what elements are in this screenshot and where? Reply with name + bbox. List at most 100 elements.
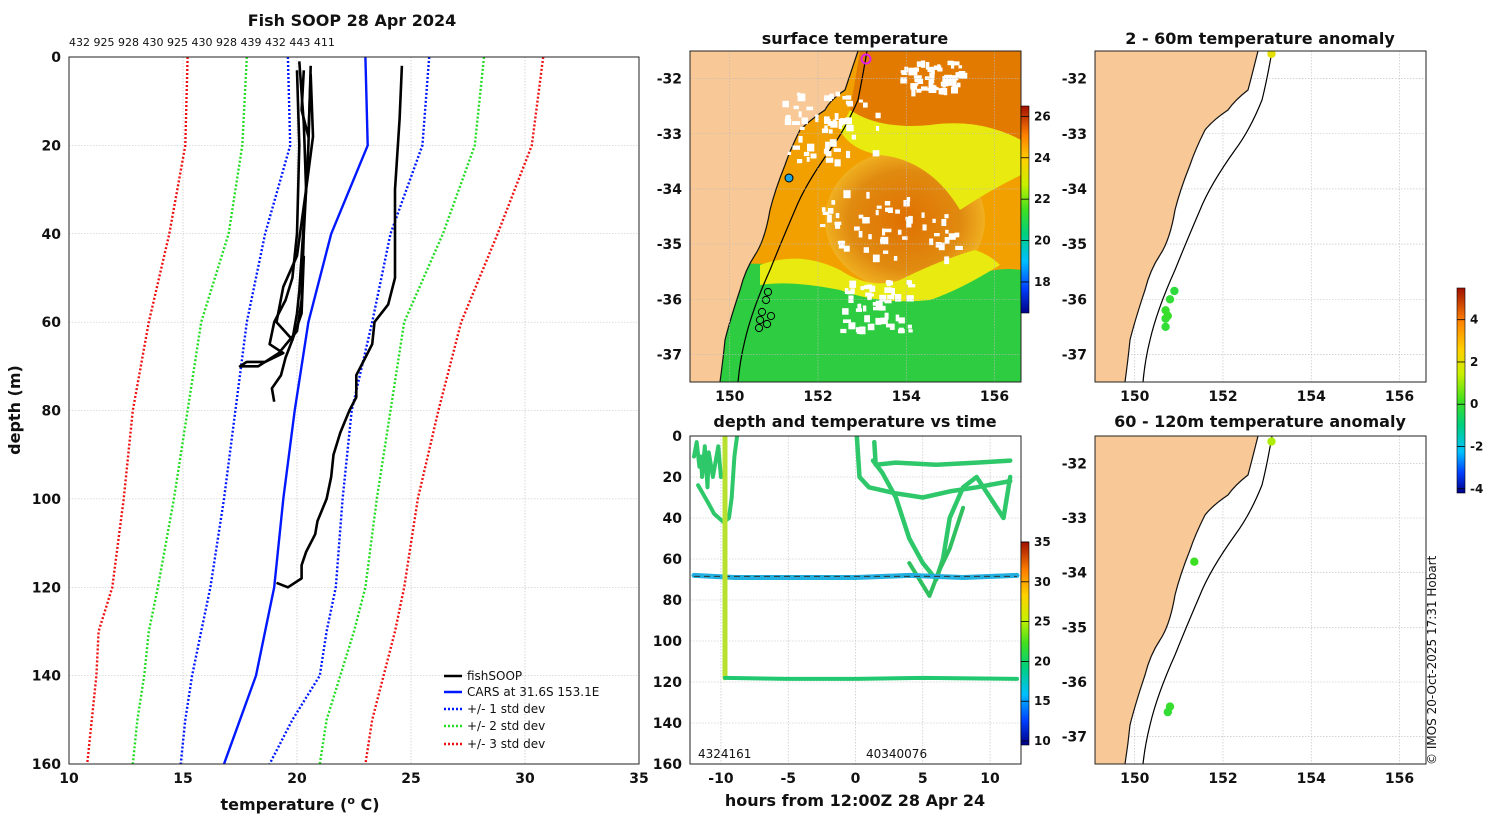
sst-cloud-pixel (810, 153, 817, 159)
sst-cloud-pixel (895, 209, 900, 214)
sst-cloud-pixel (875, 112, 881, 119)
sst-cloud-pixel (944, 256, 950, 265)
profile-line-fish_b (270, 61, 308, 402)
sst-cloud-pixel (895, 314, 900, 322)
sst-profile-sites (754, 287, 776, 333)
anom2-point (1190, 557, 1199, 566)
sst-cloud-pixel (824, 95, 832, 102)
sst-cloud-pixel (951, 75, 959, 81)
sst-cloud-pixel (940, 87, 945, 95)
sst-cloud-pixel (883, 228, 892, 233)
sst-cloud-pixel (792, 121, 800, 125)
sst-cloud-pixel (880, 317, 888, 325)
anom2-ytick-label: -32 (1062, 456, 1087, 472)
anom2-xtick-label: 154 (1297, 771, 1326, 787)
profile-line-sd1_high (268, 57, 431, 764)
sst-cloud-pixel (845, 100, 853, 105)
sst-cloud-pixel (846, 290, 854, 295)
sst-cloud-pixel (858, 231, 863, 238)
sst-cloud-pixel (846, 150, 851, 159)
sst-cloud-pixel (838, 240, 845, 249)
anom1-xtick-label: 150 (1120, 389, 1149, 405)
sst-cloud-pixel (944, 88, 948, 96)
anom2-axes-frame (1094, 435, 1427, 765)
sst-cloud-pixel (893, 256, 898, 261)
sst-cloud-pixel (843, 319, 851, 323)
sst-cloud-pixel (897, 229, 902, 235)
sst-cloud-mask (782, 60, 968, 335)
anom1-isobath (1142, 51, 1273, 382)
sst-cloud-pixel (820, 224, 826, 228)
anom2-ytick-label: -36 (1062, 675, 1087, 691)
time-ytick-label: 20 (663, 470, 683, 486)
sst-cloud-pixel (931, 66, 935, 75)
sst-cloud-pixel (938, 242, 945, 251)
sst-cloud-pixel (821, 207, 826, 212)
anom1-ytick-label: -36 (1062, 292, 1087, 308)
sst-cloud-pixel (840, 118, 848, 125)
sst-cloud-pixel (875, 317, 882, 325)
sst-xtick-label: 156 (980, 389, 1009, 405)
sst-cloud-pixel (884, 287, 892, 293)
anom1-map (1095, 51, 1276, 382)
sst-cloud-pixel (927, 87, 934, 92)
anom-colorbar (1456, 287, 1466, 494)
sst-cloud-pixel (801, 117, 808, 125)
anom1-panel: 2 - 60m temperature anomaly 150 152 154 156… (1062, 29, 1427, 405)
anom-cbar-label: -4 (1470, 482, 1483, 496)
anom2-xtick-label: 152 (1208, 771, 1237, 787)
sst-cloud-pixel (952, 78, 957, 85)
sst-cloud-pixel (862, 305, 867, 312)
sst-ytick-label: -34 (657, 182, 683, 198)
anom2-title: 60 - 120m temperature anomaly (1114, 412, 1406, 431)
sst-cloud-pixel (958, 65, 963, 69)
time-xtick-label: 5 (918, 771, 928, 787)
time-trace-deep (723, 675, 1019, 681)
sst-cloud-pixel (920, 60, 926, 68)
sst-panel: surface temperature 150 152 154 156 -32 -33 -3… (657, 29, 1051, 405)
anom1-ytick-label: -32 (1062, 72, 1087, 88)
sst-cloud-pixel (916, 88, 922, 93)
sst-cloud-pixel (867, 293, 874, 297)
sst-cloud-pixel (886, 323, 891, 328)
sst-cloud-pixel (866, 191, 870, 199)
sst-front-south (760, 250, 1000, 302)
profile-line-sd2_low (131, 57, 248, 764)
sst-cloud-pixel (870, 326, 874, 330)
sst-cloud-pixel (905, 216, 909, 221)
sst-cloud-pixel (908, 329, 913, 333)
anom1-ticks: 150 152 154 156 -32 -33 -34 -35 -36 -37 (1062, 72, 1414, 405)
anom1-xtick-label: 156 (1385, 389, 1414, 405)
anom-cbar-label: -2 (1470, 440, 1483, 454)
sst-ytick-label: -36 (657, 292, 682, 308)
sst-profile-site (754, 323, 764, 333)
anom-colorbar-ticks: 4 2 0 -2 -4 (1457, 313, 1483, 496)
sst-cloud-pixel (951, 86, 958, 94)
sst-cloud-pixel (934, 233, 940, 237)
sst-cloud-pixel (845, 95, 852, 100)
sst-cloud-pixel (875, 209, 879, 216)
sst-cloud-pixel (843, 245, 850, 252)
sst-cloud-pixel (907, 324, 912, 329)
sst-cbar-label: 24 (1034, 151, 1051, 165)
sst-cloud-pixel (821, 128, 829, 133)
profile-ytick-label: 40 (42, 227, 62, 243)
sst-cloud-pixel (845, 117, 852, 125)
sst-cloud-pixel (879, 294, 887, 302)
sst-cloud-pixel (863, 285, 871, 290)
time-bottom-labels-left: 4324161 (698, 747, 751, 761)
time-colorbar (1020, 541, 1030, 746)
sst-cloud-pixel (914, 67, 919, 72)
sst-cloud-pixel (937, 67, 943, 72)
sst-cloud-pixel (938, 88, 942, 95)
profile-line-sd3_high (364, 57, 545, 764)
anom1-ytick-label: -35 (1062, 237, 1087, 253)
sst-cloud-pixel (875, 300, 883, 308)
sst-cloud-pixel (835, 91, 841, 97)
profile-legend: fishSOOP CARS at 31.6S 153.1E +/- 1 std … (444, 669, 599, 751)
sst-cloud-pixel (844, 288, 849, 294)
sst-cloud-pixel (929, 238, 934, 246)
sst-cloud-pixel (876, 205, 882, 209)
profile-series (86, 57, 545, 764)
sst-cloud-pixel (840, 328, 847, 334)
